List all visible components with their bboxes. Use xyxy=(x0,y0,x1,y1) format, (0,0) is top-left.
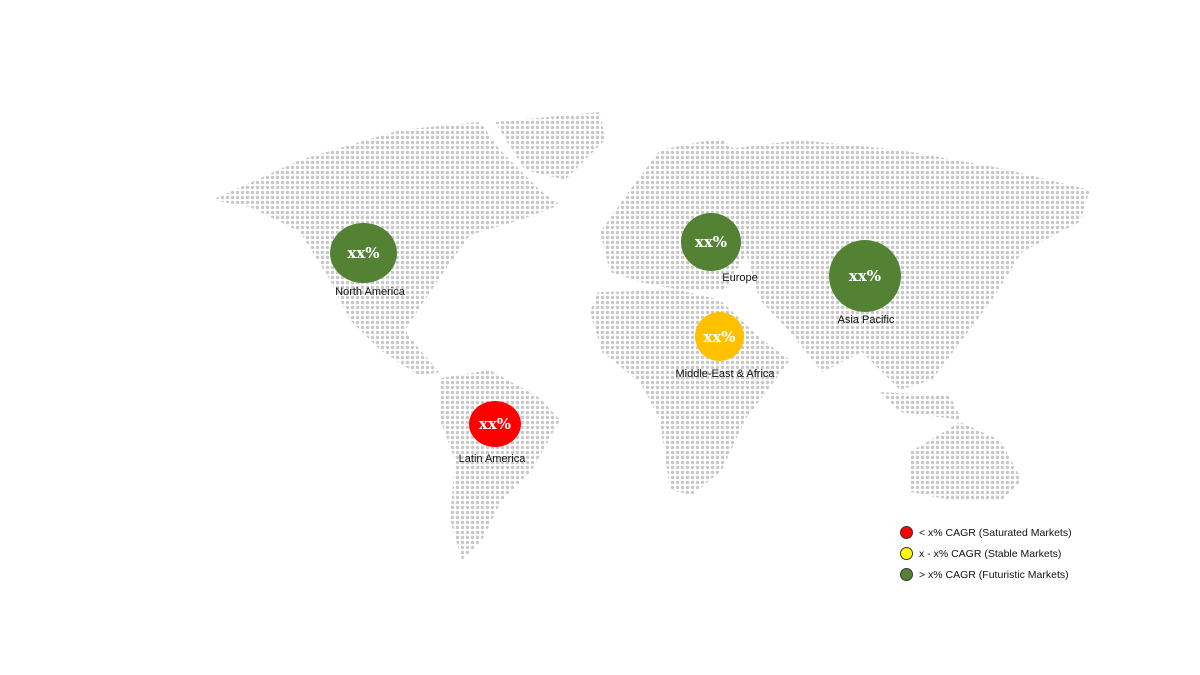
label-middle-east-africa: Middle-East & Africa xyxy=(675,368,775,380)
legend: < x% CAGR (Saturated Markets) x - x% CAG… xyxy=(900,522,1072,585)
legend-label: x - x% CAGR (Stable Markets) xyxy=(919,547,1062,560)
bubble-asia-pacific: xx% xyxy=(829,240,901,312)
label-europe: Europe xyxy=(722,272,758,284)
legend-red-dot-icon xyxy=(900,526,913,539)
legend-label: < x% CAGR (Saturated Markets) xyxy=(919,526,1072,539)
bubble-europe: xx% xyxy=(681,213,741,271)
continent-indonesia xyxy=(880,392,962,420)
legend-item-futuristic: > x% CAGR (Futuristic Markets) xyxy=(900,564,1072,585)
continent-asia xyxy=(720,140,1090,390)
continent-africa xyxy=(590,290,790,495)
legend-item-stable: x - x% CAGR (Stable Markets) xyxy=(900,543,1072,564)
continent-australia xyxy=(910,422,1022,500)
continent-greenland xyxy=(495,112,605,180)
bubble-middle-east-africa: xx% xyxy=(695,312,744,361)
bubble-north-america: xx% xyxy=(330,223,397,283)
bubble-latin-america: xx% xyxy=(469,401,521,447)
label-north-america: North America xyxy=(335,286,405,298)
continent-south-america xyxy=(440,370,560,560)
legend-green-dot-icon xyxy=(900,568,913,581)
label-latin-america: Latin America xyxy=(458,453,526,465)
label-asia-pacific: Asia Pacific xyxy=(837,314,895,326)
legend-item-saturated: < x% CAGR (Saturated Markets) xyxy=(900,522,1072,543)
legend-yellow-dot-icon xyxy=(900,547,913,560)
legend-label: > x% CAGR (Futuristic Markets) xyxy=(919,568,1069,581)
